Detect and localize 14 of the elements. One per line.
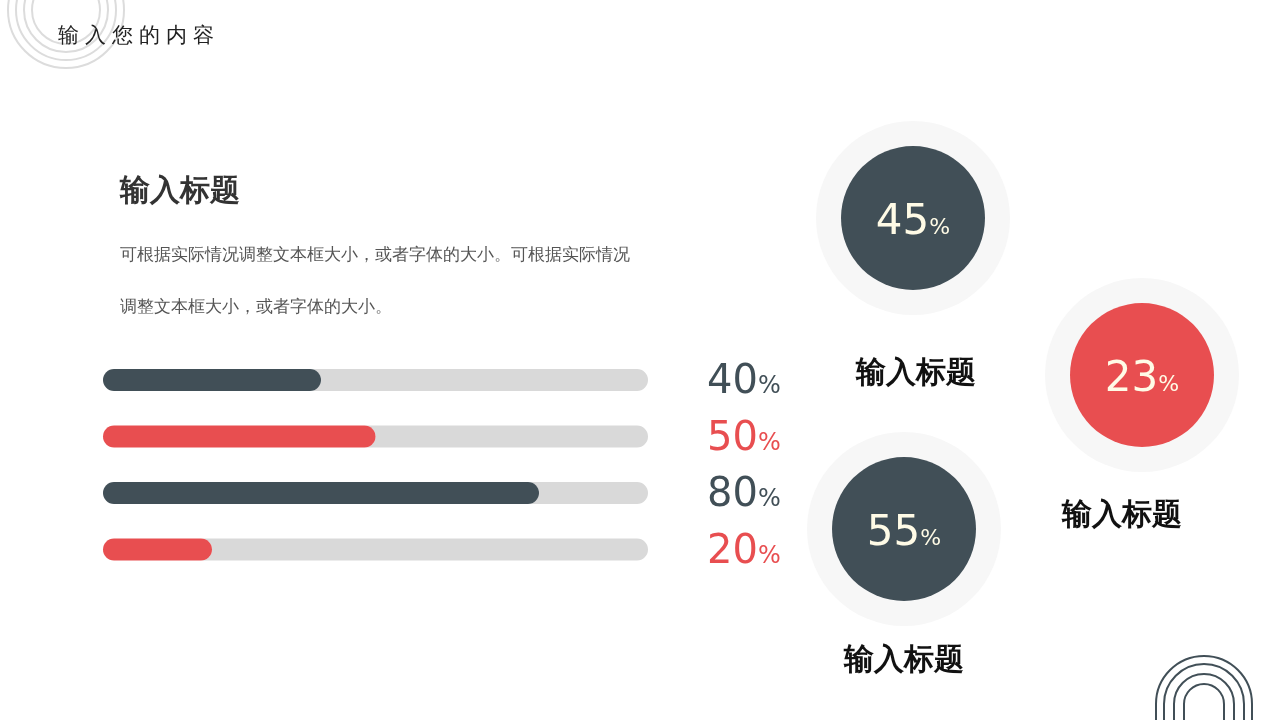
- data-label: 55%: [866, 506, 942, 555]
- text: 可根据实际情况调整文本框大小，或者字体的大小。可根据实际情况调整文本框大小，或者字体的大小。: [120, 244, 630, 316]
- chart-title: 输入标题: [119, 172, 240, 207]
- bar: [103, 538, 212, 561]
- category-label: 输入标题: [843, 641, 964, 676]
- category-label: 输入标题: [1061, 496, 1182, 531]
- category-label: 输入标题: [855, 354, 976, 389]
- data-label: 40%: [707, 356, 781, 402]
- data-label: 80%: [707, 469, 781, 515]
- text: 输入您的内容: [58, 23, 220, 47]
- data-label: 20%: [707, 525, 781, 572]
- data-label: 45%: [875, 195, 951, 244]
- data-label: 23%: [1104, 352, 1180, 401]
- data-label: 50%: [707, 412, 781, 459]
